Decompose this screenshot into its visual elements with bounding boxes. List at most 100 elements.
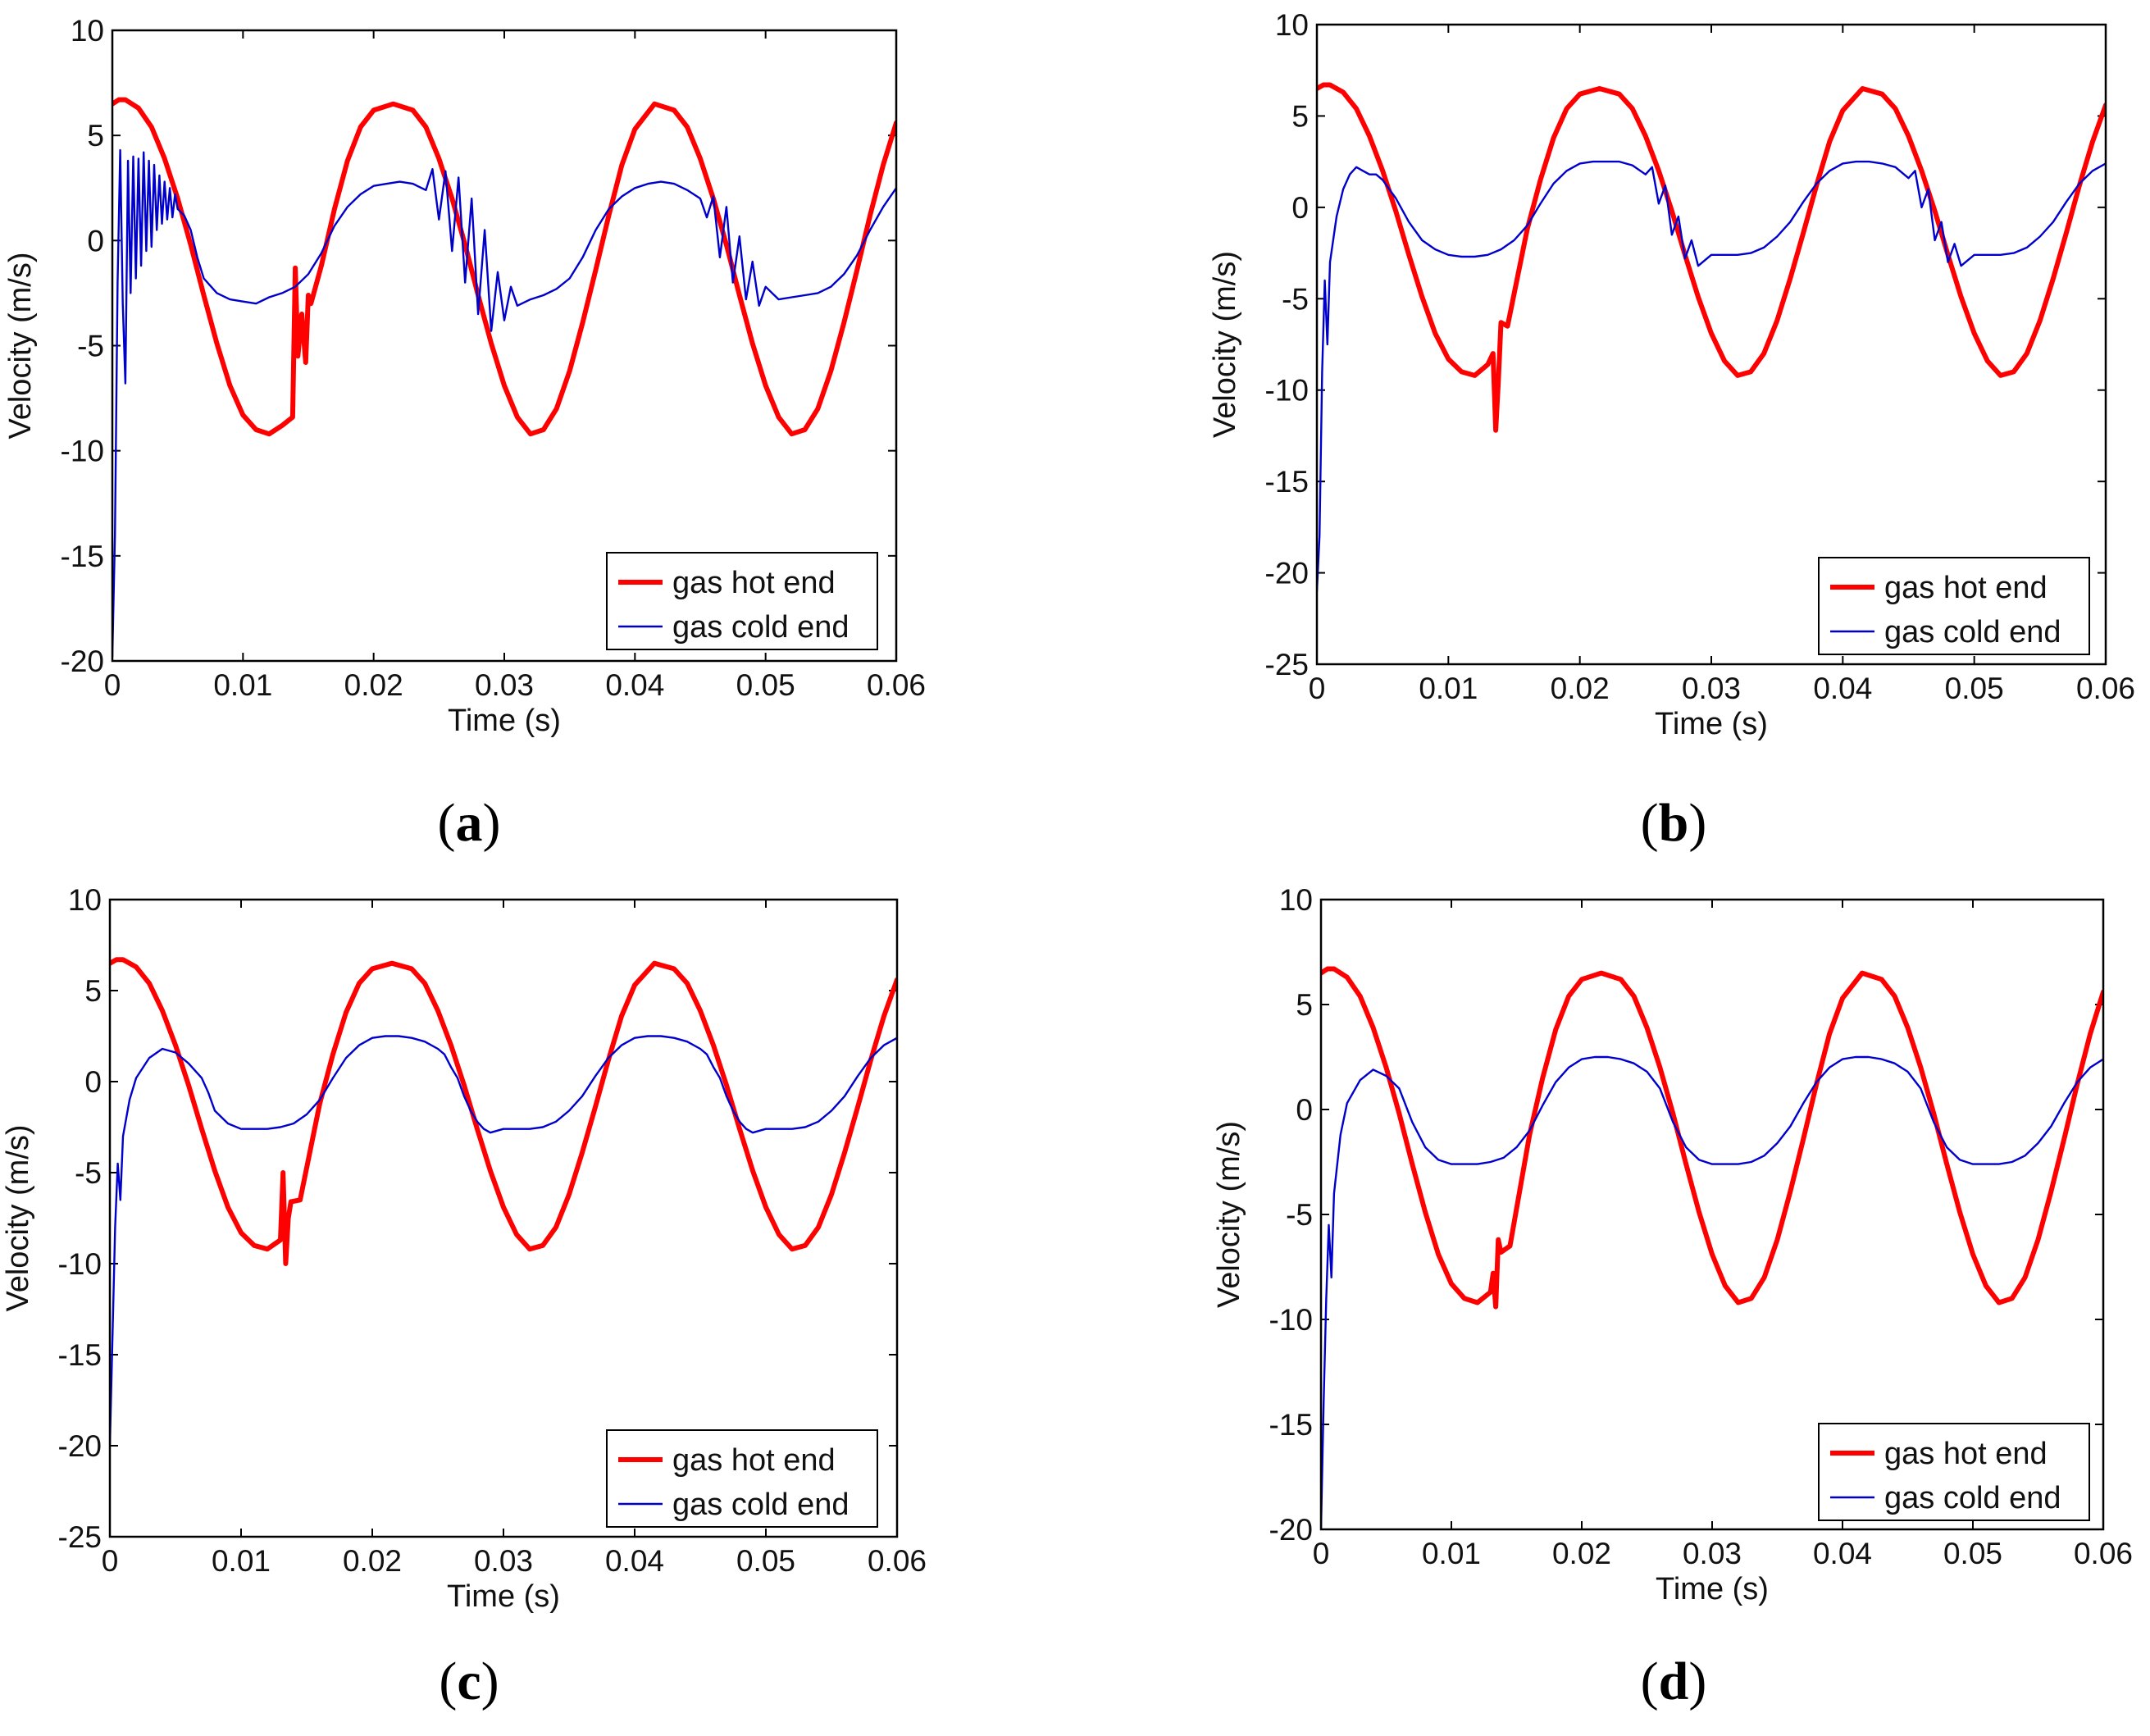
chart-panel-c: 0 0.01 0.02 0.03 0.04 0.05 0.06 -25 -20 -15 -10 -5 0… — [1, 883, 927, 1711]
panel-caption-letter-d: d — [1659, 1652, 1689, 1711]
y-tick-label-c-3: -10 — [58, 1247, 102, 1281]
series-line-a-hot-end — [112, 97, 896, 437]
x-axis-title-d: Time (s) — [1656, 1572, 1769, 1606]
x-tick-label-a-3: 0.03 — [475, 668, 534, 702]
panel-caption-letter-b: b — [1659, 793, 1689, 853]
x-tick-label-a-1: 0.01 — [213, 668, 272, 702]
y-tick-label-d-4: 0 — [1296, 1093, 1313, 1127]
y-tick-label-d-0: -20 — [1269, 1513, 1313, 1547]
x-tick-label-a-5: 0.05 — [736, 668, 795, 702]
panel-caption-letter-c: c — [457, 1652, 481, 1711]
y-tick-label-c-6: 5 — [84, 974, 102, 1008]
x-tick-label-b-4: 0.04 — [1813, 672, 1872, 705]
panel-caption-a: (a) — [438, 793, 501, 853]
x-tick-label-b-2: 0.02 — [1551, 672, 1610, 705]
y-tick-label-b-6: 5 — [1291, 99, 1309, 133]
x-tick-label-a-4: 0.04 — [605, 668, 664, 702]
axes-box-d — [1319, 898, 2105, 1531]
legend-a: gas hot end gas cold end — [606, 552, 878, 650]
series-line-d-hot-end — [1321, 966, 2103, 1310]
y-tick-label-b-5: 0 — [1291, 191, 1309, 225]
x-tick-label-c-1: 0.01 — [212, 1544, 271, 1578]
y-tick-label-b-4: -5 — [1282, 282, 1309, 316]
x-tick-label-b-0: 0 — [1309, 672, 1326, 705]
series-line-a-cold-end — [112, 148, 896, 658]
x-tick-label-c-6: 0.06 — [868, 1544, 927, 1578]
legend-d: gas hot end gas cold end — [1818, 1423, 2090, 1521]
y-tick-label-a-1: -15 — [61, 540, 104, 573]
panel-caption-close-c: ) — [481, 1652, 499, 1711]
panel-caption-open-c: ( — [439, 1652, 457, 1711]
legend-label-d-hot-end: gas hot end — [1884, 1437, 2048, 1471]
legend-b: gas hot end gas cold end — [1818, 557, 2090, 655]
x-tick-label-d-0: 0 — [1313, 1537, 1330, 1570]
axes-box-a — [111, 29, 898, 663]
x-tick-label-b-1: 0.01 — [1419, 672, 1478, 705]
x-tick-label-c-4: 0.04 — [605, 1544, 664, 1578]
x-axis-title-c: Time (s) — [447, 1579, 560, 1614]
legend-label-b-hot-end: gas hot end — [1884, 571, 2048, 605]
x-tick-label-d-5: 0.05 — [1943, 1537, 2002, 1570]
y-tick-label-b-0: -25 — [1265, 648, 1309, 681]
panel-caption-close-d: ) — [1688, 1652, 1706, 1711]
y-tick-label-c-1: -20 — [58, 1429, 102, 1463]
chart-panel-a: 0 0.01 0.02 0.03 0.04 0.05 0.06 -20 -15 -10 -5 0 5 10… — [3, 14, 926, 853]
panel-caption-c: (c) — [439, 1652, 499, 1711]
y-tick-label-a-4: 0 — [87, 224, 104, 257]
y-tick-label-a-6: 10 — [71, 14, 104, 48]
x-axis-title-b: Time (s) — [1655, 707, 1768, 741]
panel-caption-letter-a: a — [456, 793, 483, 853]
axes-box-b — [1315, 23, 2107, 666]
legend-box-b — [1818, 557, 2090, 655]
y-axis-title-b: Velocity (m/s) — [1208, 251, 1242, 438]
panel-caption-open-b: ( — [1641, 793, 1659, 853]
series-line-c-cold-end — [110, 1035, 897, 1447]
legend-label-a-cold-end: gas cold end — [672, 610, 850, 645]
y-axis-title-a: Velocity (m/s) — [3, 252, 38, 439]
panel-caption-close-a: ) — [483, 793, 501, 853]
y-tick-label-d-3: -5 — [1286, 1198, 1313, 1232]
x-tick-label-d-1: 0.01 — [1422, 1537, 1481, 1570]
y-tick-label-a-3: -5 — [77, 330, 104, 363]
chart-panel-d: 0 0.01 0.02 0.03 0.04 0.05 0.06 -20 -15 -10 -5 0 5 10… — [1212, 883, 2133, 1711]
x-tick-label-c-3: 0.03 — [474, 1544, 533, 1578]
series-line-c-hot-end — [110, 957, 897, 1266]
legend-label-c-cold-end: gas cold end — [672, 1488, 850, 1522]
y-tick-label-c-7: 10 — [68, 883, 102, 917]
y-tick-label-b-7: 10 — [1275, 8, 1309, 42]
x-tick-label-c-0: 0 — [102, 1544, 119, 1578]
panel-caption-b: (b) — [1641, 793, 1707, 853]
x-axis-title-a: Time (s) — [448, 704, 561, 738]
legend-box-c — [606, 1429, 878, 1528]
series-line-d-cold-end — [1321, 1055, 2103, 1529]
series-line-b-cold-end — [1317, 160, 2106, 593]
y-tick-label-b-3: -10 — [1265, 374, 1309, 408]
y-tick-label-b-2: -15 — [1265, 465, 1309, 499]
x-tick-label-b-3: 0.03 — [1682, 672, 1741, 705]
legend-box-d — [1818, 1423, 2090, 1521]
panel-caption-open-a: ( — [438, 793, 456, 853]
x-tick-label-b-6: 0.06 — [2076, 672, 2135, 705]
y-tick-label-c-2: -15 — [58, 1338, 102, 1372]
y-axis-title-d: Velocity (m/s) — [1212, 1121, 1246, 1308]
y-axis-title-c: Velocity (m/s) — [1, 1124, 35, 1311]
x-tick-label-b-5: 0.05 — [1945, 672, 2004, 705]
y-tick-label-c-0: -25 — [58, 1520, 102, 1554]
panel-caption-close-b: ) — [1688, 793, 1706, 853]
axes-box-c — [108, 898, 899, 1538]
chart-panel-b: 0 0.01 0.02 0.03 0.04 0.05 0.06 -25 -20 -15 -10 -5 0… — [1208, 8, 2135, 853]
y-tick-label-c-4: -5 — [75, 1156, 102, 1190]
y-tick-label-d-6: 10 — [1279, 883, 1313, 917]
y-tick-label-a-5: 5 — [87, 119, 104, 153]
y-tick-label-d-2: -10 — [1269, 1303, 1313, 1337]
y-tick-label-d-1: -15 — [1269, 1408, 1313, 1442]
x-tick-label-d-4: 0.04 — [1813, 1537, 1872, 1570]
panel-caption-open-d: ( — [1641, 1652, 1659, 1711]
x-tick-label-a-2: 0.02 — [344, 668, 403, 702]
y-tick-label-a-0: -20 — [61, 645, 104, 678]
x-tick-label-a-0: 0 — [104, 668, 121, 702]
y-tick-label-d-5: 5 — [1296, 988, 1313, 1022]
x-tick-label-d-6: 0.06 — [2074, 1537, 2133, 1570]
